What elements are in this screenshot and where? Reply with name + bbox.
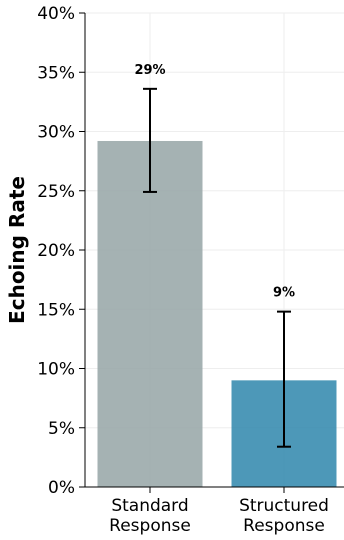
error-bar-layer bbox=[143, 87, 291, 448]
bar-1 bbox=[97, 140, 203, 488]
y-tick-label: 25% bbox=[37, 182, 75, 202]
x-category-label-line: Structured bbox=[239, 496, 329, 516]
y-tick-label: 40% bbox=[37, 4, 75, 24]
bar-layer bbox=[97, 140, 337, 488]
y-tick-label: 15% bbox=[37, 300, 75, 320]
y-axis-label: Echoing Rate bbox=[5, 176, 29, 324]
x-category-label-1: Standard Response bbox=[109, 496, 191, 535]
y-tick-label: 35% bbox=[37, 63, 75, 83]
data-label-1: 29% bbox=[134, 63, 165, 78]
y-tick-label: 30% bbox=[37, 123, 75, 143]
x-category-label-line: Standard bbox=[111, 496, 188, 516]
data-label-2: 9% bbox=[273, 286, 295, 301]
y-tick-label: 5% bbox=[48, 419, 75, 439]
label-layer: 29% 9% bbox=[134, 63, 295, 301]
x-category-label-line: Response bbox=[243, 516, 325, 535]
y-tick-label: 0% bbox=[48, 478, 75, 498]
y-tick-label: 20% bbox=[37, 241, 75, 261]
x-category-label-2: Structured Response bbox=[239, 496, 329, 535]
y-tick-label: 10% bbox=[37, 360, 75, 380]
x-category-label-line: Response bbox=[109, 516, 191, 535]
axis-layer: 0%5%10%15%20%25%30%35%40%Standard Respons… bbox=[37, 4, 344, 536]
